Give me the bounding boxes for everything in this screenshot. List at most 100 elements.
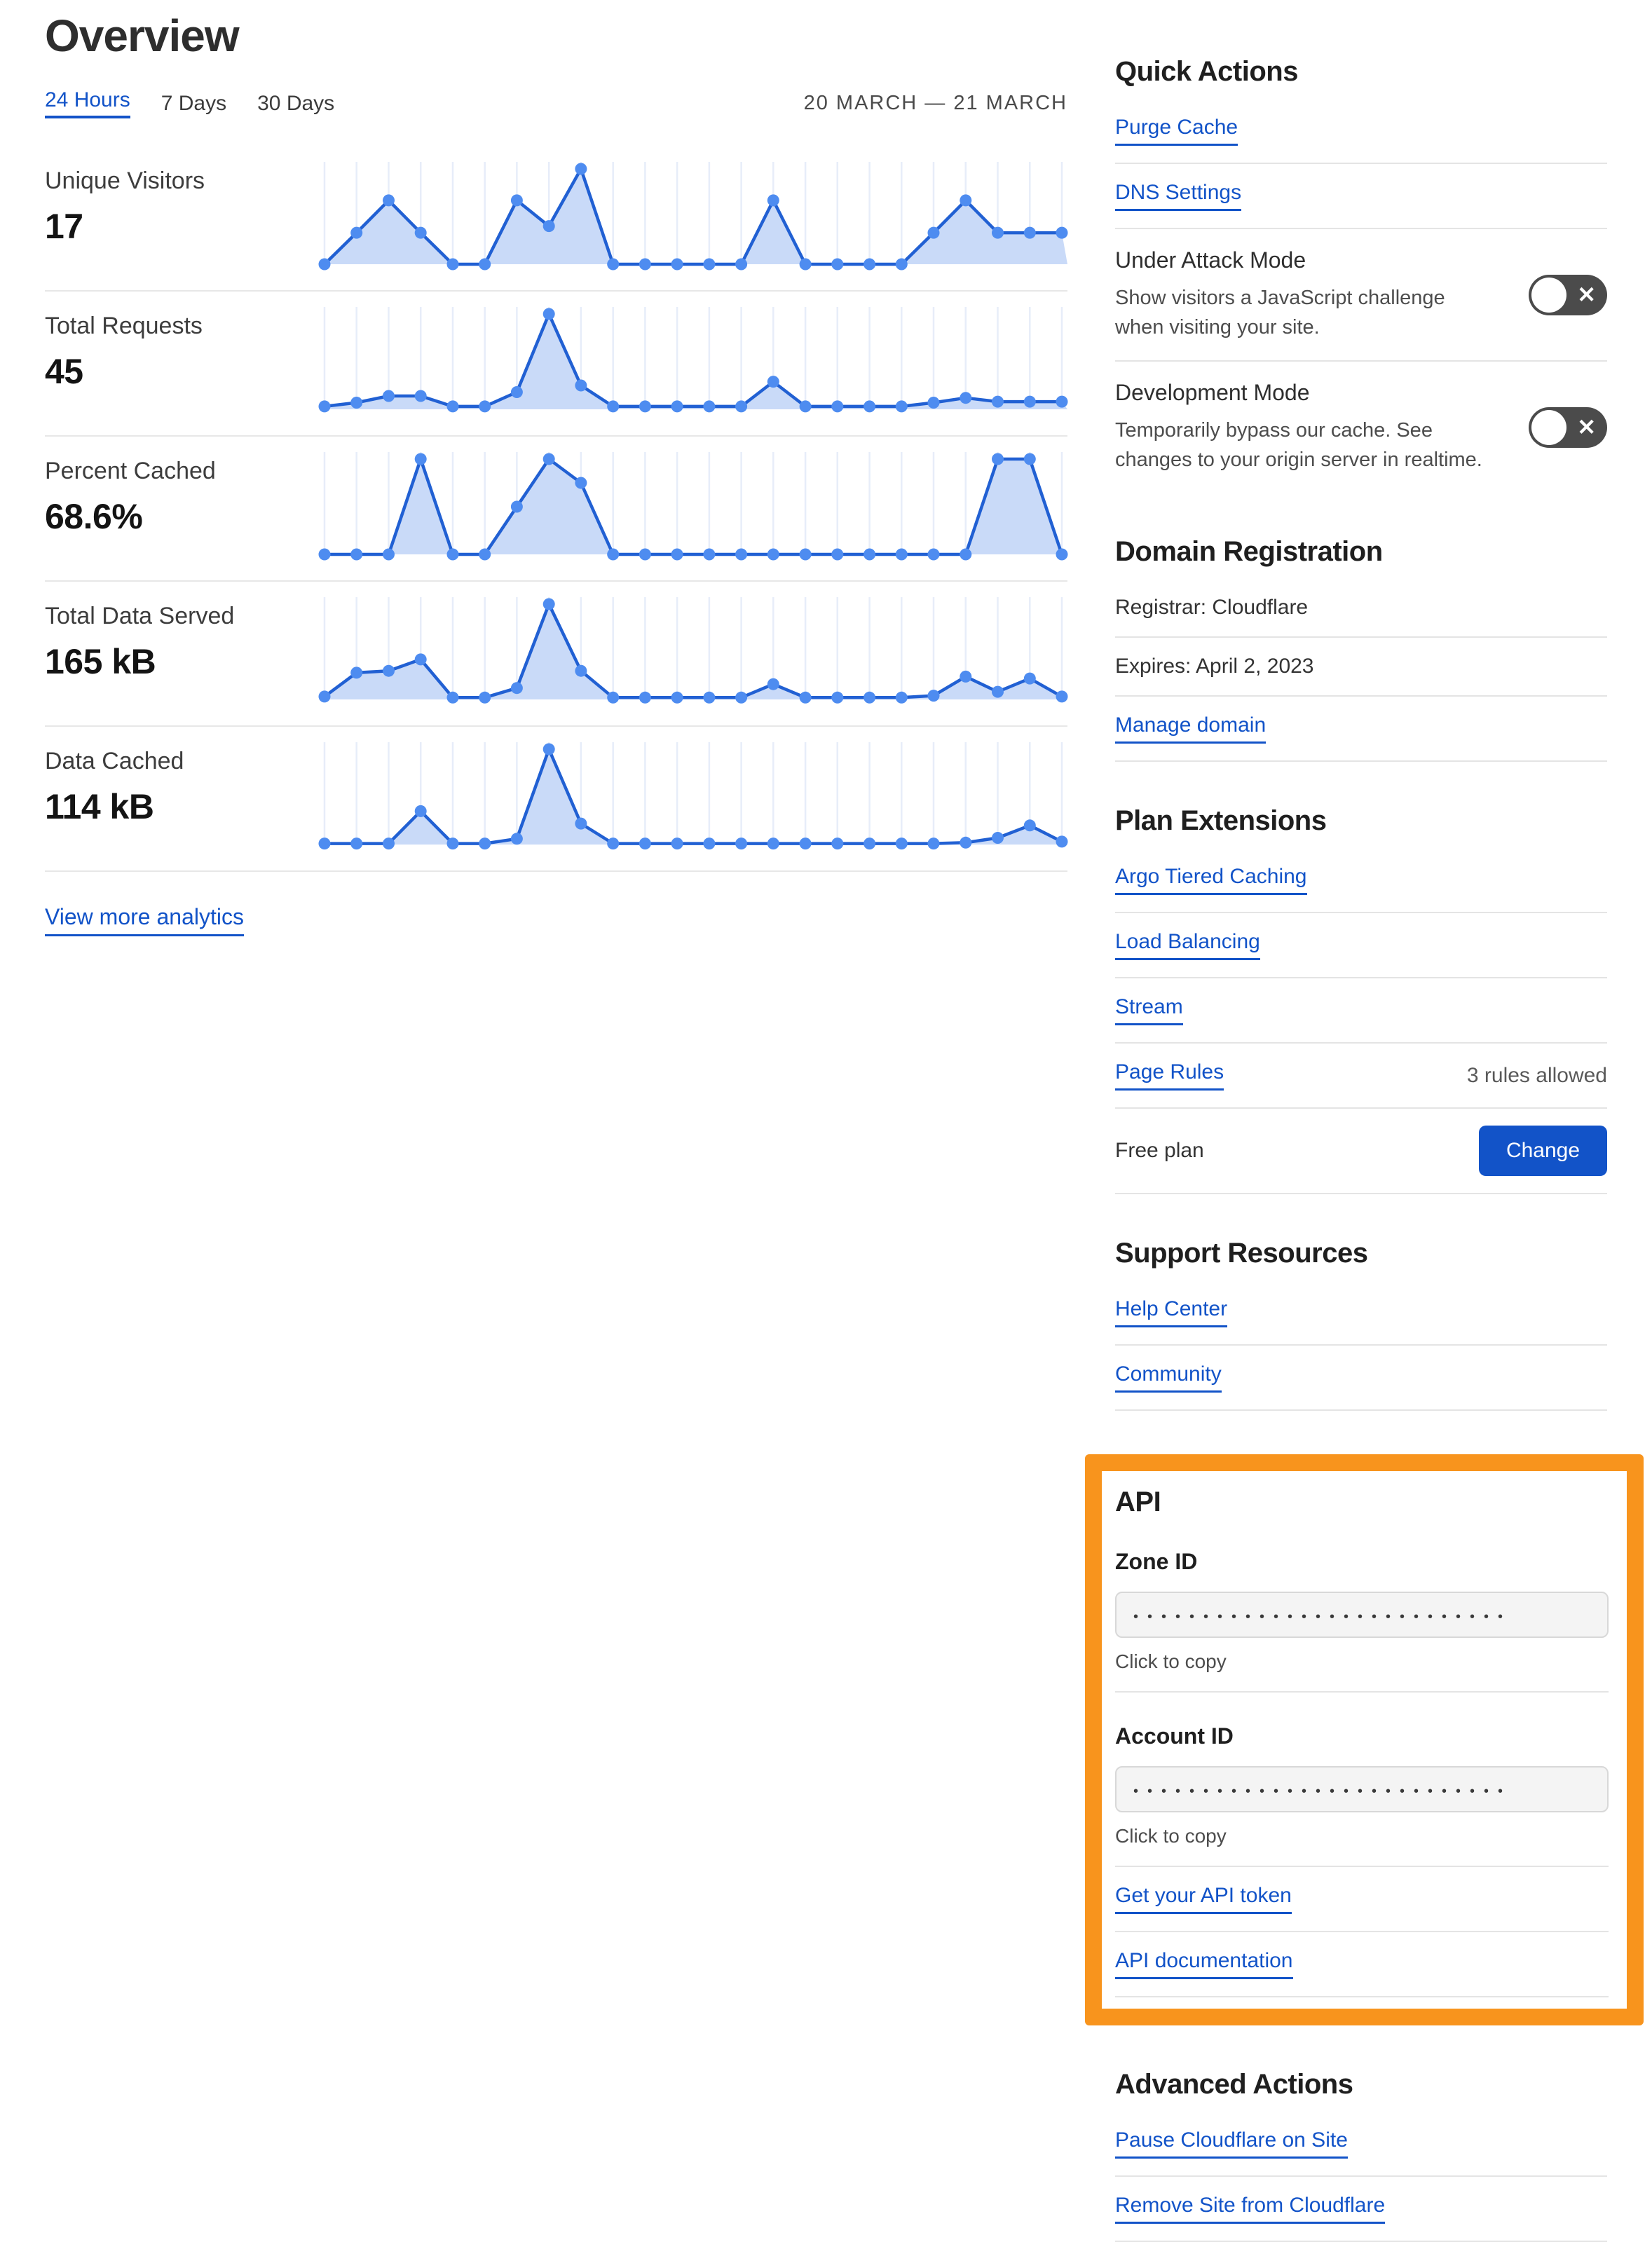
expires-value: Expires: April 2, 2023 <box>1115 655 1314 678</box>
metric-value: 114 kB <box>45 787 154 826</box>
development-mode-text: Development Mode Temporarily bypass our … <box>1115 380 1494 474</box>
registrar-value: Registrar: Cloudflare <box>1115 596 1309 619</box>
dns-settings-link[interactable]: DNS Settings <box>1115 181 1242 211</box>
zone-id-label: Zone ID <box>1115 1549 1198 1574</box>
quick-actions-section: Quick Actions Purge Cache DNS Settings U… <box>1115 56 1607 493</box>
zone-id-copy-hint: Click to copy <box>1115 1650 1609 1693</box>
account-id-field[interactable]: ••••••••••••••••••••••••••• <box>1115 1766 1609 1812</box>
metric-label: Total Requests <box>45 313 203 339</box>
advanced-actions-section: Advanced Actions Pause Cloudflare on Sit… <box>1115 2069 1607 2242</box>
community-link[interactable]: Community <box>1115 1362 1222 1393</box>
metric-label: Percent Cached <box>45 458 216 484</box>
row-community: Community <box>1115 1346 1607 1411</box>
zone-id-field[interactable]: ••••••••••••••••••••••••••• <box>1115 1592 1609 1638</box>
metric-row-data-cached: Data Cached 114 kB <box>45 727 1068 872</box>
row-remove-site: Remove Site from Cloudflare <box>1115 2177 1607 2242</box>
metric-info: Percent Cached 68.6% <box>45 437 319 580</box>
toggle-off-x-icon: ✕ <box>1577 413 1596 439</box>
row-argo-tiered-caching: Argo Tiered Caching <box>1115 848 1607 913</box>
change-plan-button[interactable]: Change <box>1479 1126 1607 1176</box>
help-center-link[interactable]: Help Center <box>1115 1297 1228 1327</box>
toggle-knob <box>1531 277 1566 313</box>
metric-label: Unique Visitors <box>45 168 205 194</box>
sparkline-chart-data-cached <box>318 738 1068 857</box>
time-range-tabs: 24 Hours 7 Days 30 Days <box>45 88 334 118</box>
purge-cache-link[interactable]: Purge Cache <box>1115 116 1238 146</box>
under-attack-mode-toggle[interactable]: ✕ <box>1529 274 1607 315</box>
analytics-overview-panel: Overview 24 Hours 7 Days 30 Days 20 MARC… <box>45 10 1068 936</box>
metric-info: Total Data Served 165 kB <box>45 582 319 725</box>
toggle-knob <box>1531 409 1566 445</box>
metric-row-unique-visitors: Unique Visitors 17 <box>45 146 1068 292</box>
metric-row-total-data-served: Total Data Served 165 kB <box>45 582 1068 727</box>
under-attack-mode-description: Show visitors a JavaScript challenge whe… <box>1115 287 1445 339</box>
page-title: Overview <box>45 11 240 61</box>
api-section-highlighted: API Zone ID ••••••••••••••••••••••••••• … <box>1085 1454 1644 2025</box>
plan-extensions-section: Plan Extensions Argo Tiered Caching Load… <box>1115 805 1607 1194</box>
development-mode-toggle[interactable]: ✕ <box>1529 406 1607 448</box>
development-mode-label: Development Mode <box>1115 380 1310 405</box>
sparkline-chart-unique-visitors <box>318 158 1068 277</box>
api-heading: API <box>1115 1486 1161 1517</box>
advanced-actions-heading: Advanced Actions <box>1115 2069 1353 2100</box>
api-documentation-link[interactable]: API documentation <box>1115 1949 1293 1979</box>
toggle-wrap: ✕ <box>1529 380 1607 474</box>
tab-24-hours[interactable]: 24 Hours <box>45 88 130 118</box>
tab-7-days[interactable]: 7 Days <box>161 91 227 115</box>
metrics-list: Unique Visitors 17 Total Requests 45 Per… <box>45 146 1068 872</box>
row-registrar: Registrar: Cloudflare <box>1115 579 1607 638</box>
date-range-label: 20 MARCH — 21 MARCH <box>803 92 1067 114</box>
plan-label: Free plan <box>1115 1139 1204 1162</box>
row-load-balancing: Load Balancing <box>1115 913 1607 978</box>
metric-info: Total Requests 45 <box>45 292 319 435</box>
row-page-rules: Page Rules 3 rules allowed <box>1115 1044 1607 1109</box>
metric-value: 68.6% <box>45 497 143 536</box>
sparkline-chart-percent-cached <box>318 448 1068 567</box>
domain-registration-heading: Domain Registration <box>1115 536 1383 567</box>
get-api-token-link[interactable]: Get your API token <box>1115 1884 1292 1914</box>
row-expires: Expires: April 2, 2023 <box>1115 638 1607 697</box>
metric-value: 165 kB <box>45 642 156 681</box>
view-more-analytics-link[interactable]: View more analytics <box>45 904 244 936</box>
remove-site-link[interactable]: Remove Site from Cloudflare <box>1115 2194 1386 2224</box>
plan-extensions-heading: Plan Extensions <box>1115 805 1327 836</box>
support-resources-section: Support Resources Help Center Community <box>1115 1238 1607 1411</box>
row-development-mode: Development Mode Temporarily bypass our … <box>1115 362 1607 493</box>
toggle-off-x-icon: ✕ <box>1577 281 1596 307</box>
metric-info: Unique Visitors 17 <box>45 146 319 290</box>
stream-link[interactable]: Stream <box>1115 995 1183 1025</box>
sparkline-chart-total-requests <box>318 303 1068 422</box>
metric-label: Total Data Served <box>45 603 235 629</box>
row-dns-settings: DNS Settings <box>1115 164 1607 229</box>
under-attack-mode-label: Under Attack Mode <box>1115 247 1306 273</box>
load-balancing-link[interactable]: Load Balancing <box>1115 930 1260 960</box>
domain-registration-section: Domain Registration Registrar: Cloudflar… <box>1115 536 1607 762</box>
metric-value: 17 <box>45 207 83 246</box>
row-purge-cache: Purge Cache <box>1115 99 1607 164</box>
sidebar: Quick Actions Purge Cache DNS Settings U… <box>1085 56 1644 2242</box>
row-api-documentation: API documentation <box>1115 1932 1609 1997</box>
metric-value: 45 <box>45 352 83 391</box>
row-free-plan: Free plan Change <box>1115 1109 1607 1194</box>
row-stream: Stream <box>1115 978 1607 1044</box>
tab-30-days[interactable]: 30 Days <box>257 91 335 115</box>
development-mode-description: Temporarily bypass our cache. See change… <box>1115 419 1482 471</box>
support-resources-heading: Support Resources <box>1115 1238 1368 1269</box>
metric-row-total-requests: Total Requests 45 <box>45 292 1068 437</box>
time-range-bar: 24 Hours 7 Days 30 Days 20 MARCH — 21 MA… <box>45 88 1067 118</box>
metric-row-percent-cached: Percent Cached 68.6% <box>45 437 1068 582</box>
toggle-wrap: ✕ <box>1529 247 1607 342</box>
page-rules-link[interactable]: Page Rules <box>1115 1060 1224 1091</box>
metric-info: Data Cached 114 kB <box>45 727 319 870</box>
sparkline-chart-total-data-served <box>318 593 1068 712</box>
page-rules-allowance: 3 rules allowed <box>1466 1063 1607 1087</box>
row-help-center: Help Center <box>1115 1280 1607 1346</box>
quick-actions-heading: Quick Actions <box>1115 56 1298 87</box>
pause-cloudflare-link[interactable]: Pause Cloudflare on Site <box>1115 2128 1348 2159</box>
argo-tiered-caching-link[interactable]: Argo Tiered Caching <box>1115 865 1307 895</box>
zone-id-masked-value: ••••••••••••••••••••••••••• <box>1133 1609 1513 1624</box>
account-id-label: Account ID <box>1115 1723 1234 1749</box>
row-manage-domain: Manage domain <box>1115 697 1607 762</box>
under-attack-mode-text: Under Attack Mode Show visitors a JavaSc… <box>1115 247 1494 342</box>
manage-domain-link[interactable]: Manage domain <box>1115 713 1267 744</box>
